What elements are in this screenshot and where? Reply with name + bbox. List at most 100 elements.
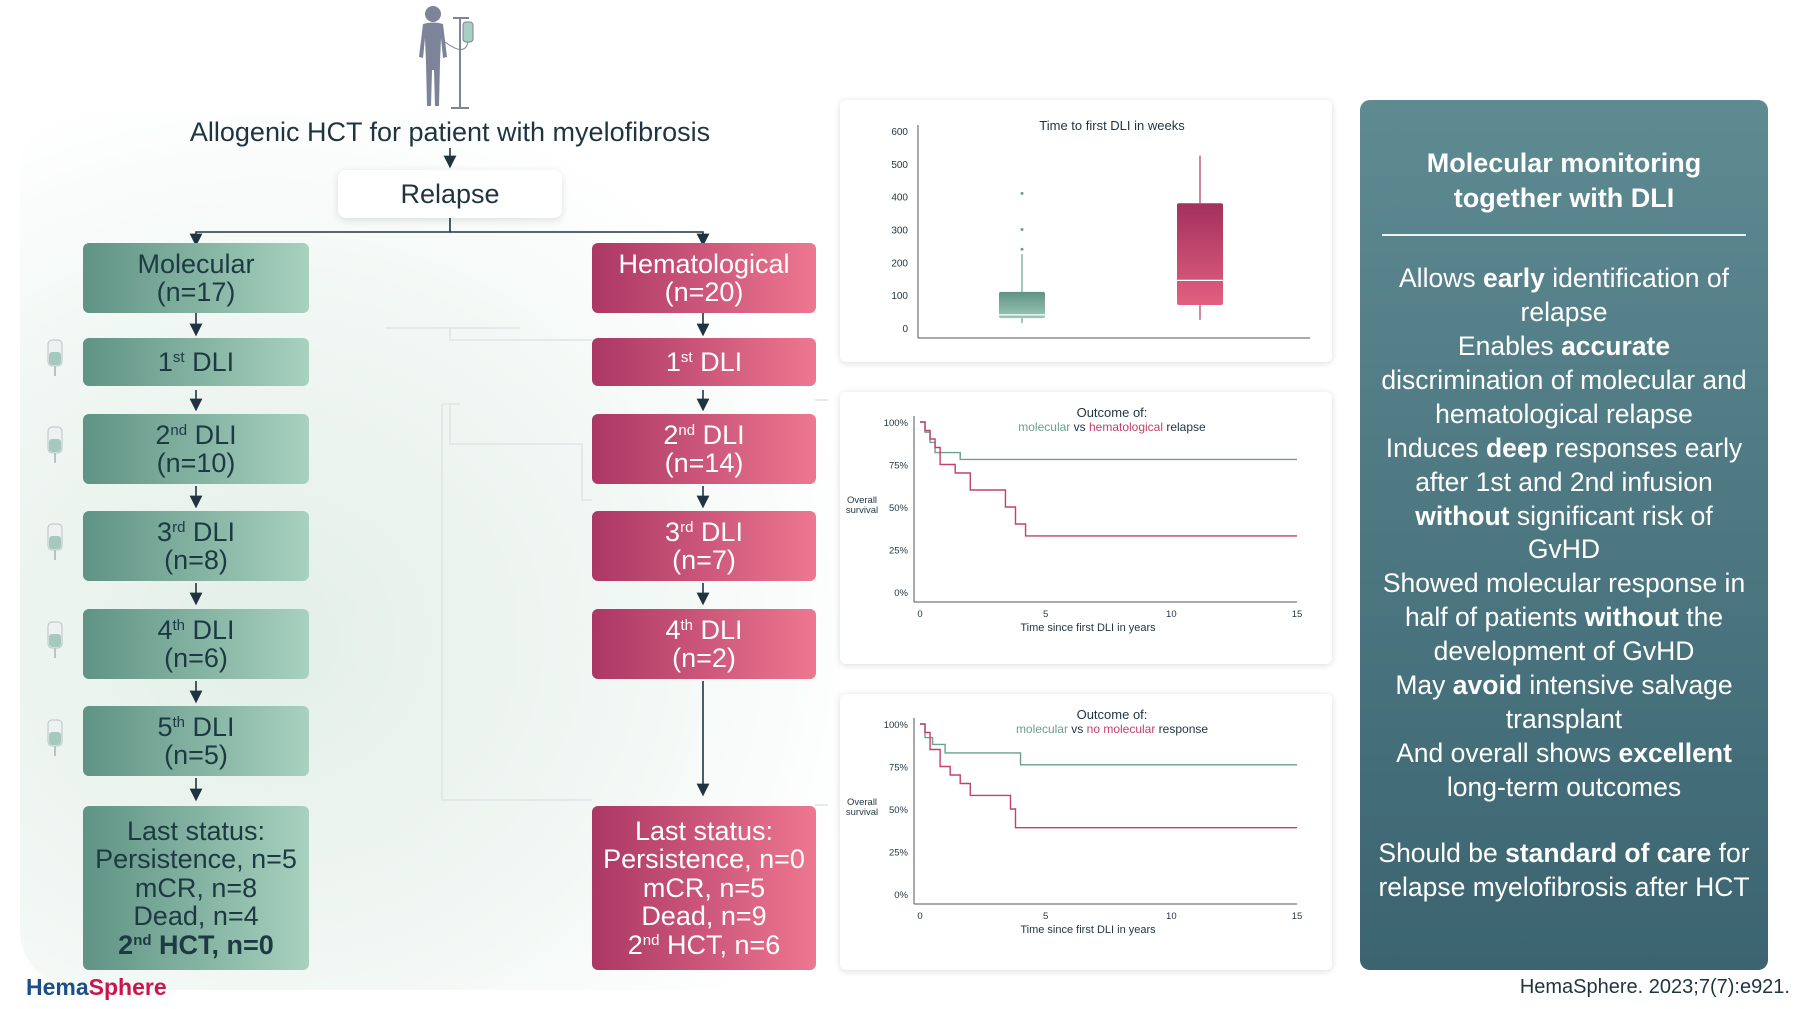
- summary-title: Molecular monitoring together with DLI: [1426, 148, 1702, 214]
- survival-relapse-chart: Outcome of:molecular vs hematological re…: [846, 405, 1302, 634]
- dli-bag-icon: [47, 426, 63, 463]
- dli-label: 1st DLI: [665, 346, 743, 377]
- persistence-count: Persistence, n=5: [95, 844, 297, 875]
- y-tick-label: 0: [902, 324, 908, 335]
- dli-label: 3rd DLI: [157, 516, 235, 547]
- box-outlier: [1020, 191, 1024, 195]
- hematological-dli-3-box: 3rd DLI (n=7): [592, 511, 816, 581]
- box-outlier: [1020, 228, 1024, 231]
- flow-title: Allogenic HCT for patient with myelofibr…: [189, 117, 711, 147]
- x-tick-label: 0: [917, 911, 922, 922]
- hematological-last-status-box: Last status: Persistence, n=0 mCR, n=5 D…: [592, 806, 816, 970]
- x-tick-label: 5: [1043, 609, 1048, 620]
- summary-points: Allows early identification of relapse E…: [1378, 262, 1750, 904]
- chart-subtitle-part: relapse: [1163, 420, 1206, 434]
- box-iqr: [999, 291, 1045, 319]
- survival-response-panel: Outcome of: molecular vs no molecular res…: [840, 694, 1332, 970]
- molecular-count: (n=17): [156, 277, 236, 307]
- summary-panel: Molecular monitoring together with DLI A…: [1360, 100, 1768, 970]
- summary-divider: [1382, 234, 1746, 237]
- y-axis-label-word: Overall: [847, 797, 877, 808]
- molecular-header-box: Molecular (n=17): [83, 243, 309, 313]
- hematological-label: Hematological: [618, 248, 790, 279]
- dli-label: 3rd DLI: [665, 516, 743, 547]
- y-tick-label: 500: [891, 160, 908, 171]
- y-tick-label: 100%: [884, 720, 909, 731]
- molecular-last-status-box: Last status: Persistence, n=5 mCR, n=8 D…: [83, 806, 309, 970]
- flow-connectors: [189, 148, 828, 806]
- hematological-dli-1-box: 1st DLI: [592, 338, 816, 386]
- y-tick-label: 50%: [889, 503, 909, 514]
- chart-title: Outcome of:: [1077, 405, 1148, 420]
- dli-label: 2nd DLI: [663, 419, 745, 450]
- dli-label: 4th DLI: [157, 614, 235, 645]
- summary-point: And overall shows excellent long-term ou…: [1396, 737, 1732, 802]
- x-tick-label: 0: [917, 609, 922, 620]
- dli-bag-icon: [47, 523, 63, 560]
- summary-point: Allows early identification of relapse: [1399, 263, 1729, 328]
- y-tick-label: 75%: [889, 461, 909, 472]
- x-axis-label: Time since first DLI in years: [1020, 622, 1156, 634]
- survival-line-hematological: [920, 421, 1297, 537]
- molecular-label: Molecular: [137, 248, 255, 279]
- y-tick-label: 0%: [894, 588, 908, 599]
- y-tick-label: 25%: [889, 848, 909, 859]
- box-iqr: [1177, 203, 1223, 306]
- mcr-count: mCR, n=8: [134, 872, 258, 903]
- journal-citation: HemaSphere. 2023;7(7):e921.: [1519, 976, 1790, 998]
- summary-point: Enables accurate discrimination of molec…: [1381, 331, 1747, 429]
- molecular-dli-5-box: 5th DLI (n=5): [83, 706, 309, 776]
- patient-figure-icon: [419, 6, 474, 109]
- x-tick-label: 5: [1043, 911, 1048, 922]
- chart-subtitle: molecular vs hematological relapse: [1018, 420, 1206, 434]
- dli-count: (n=7): [672, 545, 736, 575]
- relapse-box: Relapse: [338, 170, 562, 218]
- dli-label: 5th DLI: [157, 711, 235, 742]
- y-axis-label-word: survival: [846, 807, 878, 818]
- molecular-dli-1-box: 1st DLI: [83, 338, 309, 386]
- molecular-dli-2-box: 2nd DLI (n=10): [83, 414, 309, 484]
- y-tick-label: 75%: [889, 763, 909, 774]
- dead-count: Dead, n=4: [133, 901, 259, 932]
- chart-subtitle-part: vs: [1068, 722, 1087, 736]
- hemasphere-logo: HemaSphere: [26, 974, 167, 1000]
- last-status-title: Last status:: [634, 816, 774, 847]
- y-axis-label: Overall survival: [846, 797, 878, 818]
- hematological-count: (n=20): [664, 277, 744, 307]
- summary-point: Showed molecular response in half of pat…: [1382, 568, 1746, 667]
- box-outlier: [1020, 247, 1024, 251]
- y-tick-label: 100%: [884, 418, 909, 429]
- hematological-header-box: Hematological (n=20): [592, 243, 816, 313]
- molecular-dli-3-box: 3rd DLI (n=8): [83, 511, 309, 581]
- chart-title: Time to first DLI in weeks: [1039, 118, 1185, 133]
- chart-subtitle-part: molecular: [1016, 722, 1068, 736]
- hematological-dli-4-box: 4th DLI (n=2): [592, 609, 816, 679]
- chart-title: Outcome of:: [1077, 707, 1148, 722]
- hematological-dli-2-box: 2nd DLI (n=14): [592, 414, 816, 484]
- persistence-count: Persistence, n=0: [603, 844, 805, 875]
- dli-count: (n=5): [164, 740, 228, 770]
- y-tick-label: 400: [891, 193, 908, 204]
- y-axis-label-word: survival: [846, 505, 878, 516]
- chart-subtitle-part: no molecular: [1087, 722, 1156, 736]
- chart-subtitle-part: vs: [1070, 420, 1089, 434]
- molecular-dli-4-box: 4th DLI (n=6): [83, 609, 309, 679]
- dli-label: 2nd DLI: [155, 419, 237, 450]
- y-tick-label: 200: [891, 258, 908, 269]
- second-hct-count: 2nd HCT, n=0: [118, 929, 274, 960]
- x-tick-label: 15: [1292, 911, 1303, 922]
- dli-count: (n=10): [156, 448, 236, 478]
- second-hct-count: 2nd HCT, n=6: [627, 929, 781, 960]
- y-tick-label: 50%: [889, 805, 909, 816]
- last-status-title: Last status:: [126, 816, 266, 847]
- dead-count: Dead, n=9: [641, 901, 767, 932]
- survival-response-chart: Outcome of: molecular vs no molecular res…: [846, 707, 1303, 936]
- y-axis-label: Overall survival: [846, 495, 878, 516]
- boxplot-chart: Time to first DLI in weeks 600 500 400 300 20…: [891, 118, 1310, 339]
- survival-relapse-panel: Outcome of: molecular vs hematological re…: [840, 392, 1332, 664]
- chart-subtitle-part: hematological: [1089, 420, 1163, 434]
- y-tick-label: 600: [891, 127, 908, 138]
- chart-subtitle-part: response: [1155, 722, 1208, 736]
- chart-subtitle-part: molecular: [1018, 420, 1070, 434]
- summary-point: May avoid intensive salvage transplant: [1395, 670, 1733, 734]
